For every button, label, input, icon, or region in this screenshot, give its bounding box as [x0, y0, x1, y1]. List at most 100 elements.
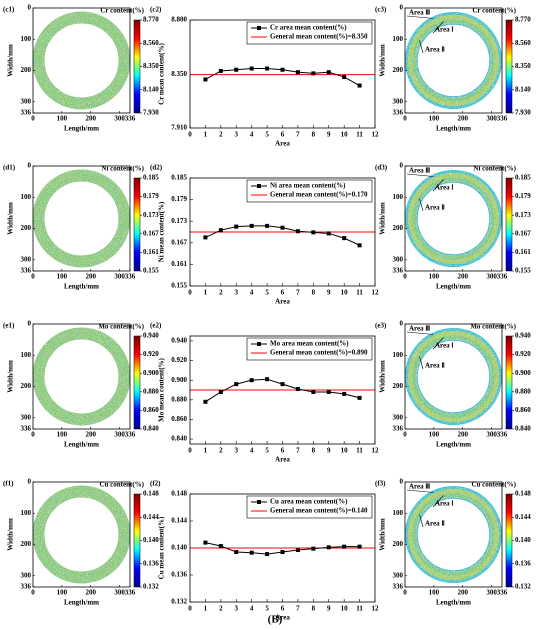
leader-line: [406, 173, 434, 177]
ring-texture: [32, 485, 131, 584]
x-tick-label: 0: [188, 605, 192, 613]
x-tick-label: 4: [250, 605, 254, 613]
y-axis-label: Width/mm: [7, 518, 15, 551]
x-tick-label: 5: [265, 131, 269, 139]
marker: [311, 546, 316, 551]
x-tick-label: 11: [356, 131, 363, 139]
leader-line: [419, 514, 424, 528]
leader-line: [432, 21, 444, 34]
colorbar-tick-label: 0.155: [515, 267, 531, 275]
x-tick-label: 12: [372, 131, 380, 139]
y-axis-label: Width/mm: [7, 360, 15, 393]
x-tick-label: 336: [125, 273, 136, 281]
marker: [311, 230, 316, 235]
colorbar-tick-label: 8.350: [515, 62, 531, 70]
legend-label: Cu area mean content(%): [270, 498, 348, 506]
x-tick-label: 336: [497, 589, 508, 597]
y-axis-label: Mo mean content(%): [158, 357, 166, 421]
x-tick-label: 10: [341, 131, 349, 139]
y-tick-label: 200: [393, 382, 404, 390]
leader-line: [406, 15, 434, 19]
y-tick-label: 200: [393, 66, 404, 74]
y-tick-label: 100: [393, 193, 404, 201]
x-tick-label: 336: [497, 273, 508, 281]
colorbar-tick-label: 0.161: [515, 248, 531, 256]
colorbar-tick-label: 0.840: [143, 425, 159, 433]
x-tick-label: 7: [296, 605, 300, 613]
colorbar-tick-label: 8.560: [515, 39, 531, 47]
x-tick-label: 100: [57, 431, 68, 439]
y-tick-label: 336: [393, 425, 404, 433]
colorbar-tick-label: 0.840: [515, 425, 531, 433]
ring-texture: [405, 486, 502, 583]
x-axis-label: Area: [275, 456, 290, 464]
colorbar-tick-label: 0.900: [515, 369, 531, 377]
colorbar-tick-label: 8.350: [143, 62, 159, 70]
y-tick-label: 336: [21, 109, 32, 117]
x-tick-label: 300: [114, 115, 125, 123]
y-tick-label: 100: [21, 35, 32, 43]
marker: [357, 243, 362, 248]
x-tick-label: 200: [457, 431, 468, 439]
y-tick-label: 0: [28, 162, 32, 170]
x-tick-label: 100: [429, 273, 440, 281]
x-tick-label: 9: [327, 289, 331, 297]
panel-label: (d1): [3, 164, 16, 172]
x-tick-label: 1: [204, 447, 208, 455]
x-tick-label: 5: [265, 447, 269, 455]
x-axis-label: Length/mm: [436, 283, 471, 291]
legend-label: General mean content(%)=0.890: [270, 349, 368, 357]
x-tick-label: 100: [429, 431, 440, 439]
leader-line: [432, 337, 444, 350]
colorbar-tick-label: 0.132: [515, 583, 531, 591]
marker: [234, 67, 239, 72]
marker: [249, 378, 254, 383]
y-tick-label: 200: [393, 540, 404, 548]
x-tick-label: 9: [327, 605, 331, 613]
colorbar-tick-label: 8.140: [515, 85, 531, 93]
colorbar-tick-label: 0.940: [515, 332, 531, 340]
colorbar-tick-label: 0.136: [143, 559, 159, 567]
colorbar-tick-label: 0.132: [143, 583, 159, 591]
ring-texture: [32, 169, 131, 268]
x-tick-label: 7: [296, 447, 300, 455]
x-tick-label: 300: [486, 589, 497, 597]
y-tick-label: 0.840: [171, 435, 187, 443]
y-tick-label: 300: [393, 413, 404, 421]
marker: [357, 395, 362, 400]
marker: [203, 235, 208, 240]
x-tick-label: 12: [372, 605, 380, 613]
y-tick-label: 300: [21, 255, 32, 263]
annotation: Area Ⅲ: [409, 9, 430, 17]
marker: [295, 70, 300, 75]
x-tick-label: 0: [31, 273, 35, 281]
y-axis-label: Width/mm: [379, 360, 387, 393]
x-axis-label: Length/mm: [64, 599, 99, 607]
x-tick-label: 0: [403, 115, 407, 123]
y-axis-label: Ni mean content(%): [158, 201, 166, 262]
plot-frame: [32, 481, 131, 588]
annotation: Area Ⅰ: [435, 500, 453, 508]
x-tick-label: 336: [497, 115, 508, 123]
y-tick-label: 0.161: [171, 260, 187, 268]
x-tick-label: 4: [250, 447, 254, 455]
marker: [326, 231, 331, 236]
colorbar-tick-label: 0.179: [143, 192, 159, 200]
x-tick-label: 0: [403, 273, 407, 281]
x-axis-label: Length/mm: [436, 125, 471, 133]
panel-label: (d2): [150, 164, 163, 172]
legend-label: General mean content(%)=0.140: [270, 507, 368, 515]
y-tick-label: 200: [393, 224, 404, 232]
y-tick-label: 100: [393, 509, 404, 517]
marker: [234, 382, 239, 387]
y-tick-label: 300: [393, 255, 404, 263]
colorbar: [505, 19, 513, 114]
x-tick-label: 8: [312, 605, 316, 613]
colorbar-tick-label: 0.179: [515, 192, 531, 200]
x-tick-label: 300: [486, 431, 497, 439]
colorbar-title: Cu content(%): [99, 481, 144, 489]
y-tick-label: 0.136: [171, 571, 187, 579]
y-tick-label: 336: [393, 109, 404, 117]
colorbar-tick-label: 0.140: [515, 536, 531, 544]
x-tick-label: 1: [204, 131, 208, 139]
